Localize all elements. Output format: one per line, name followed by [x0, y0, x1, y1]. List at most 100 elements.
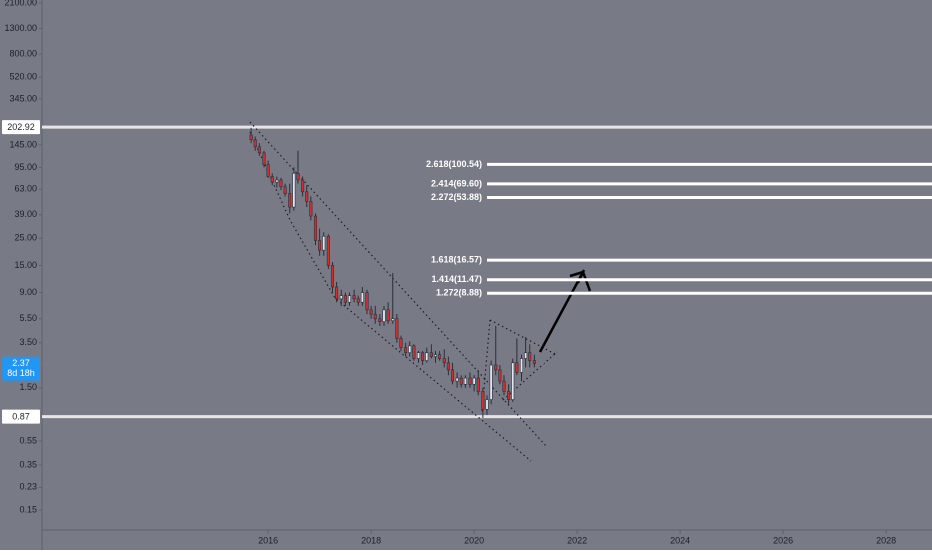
candle-body: [373, 313, 377, 320]
candle-body: [322, 235, 326, 251]
last-price-label: 2.37: [12, 358, 30, 368]
candle-body: [283, 186, 287, 194]
candle-body: [301, 179, 305, 193]
candle-body: [253, 139, 257, 148]
candle-body: [524, 352, 528, 359]
candle-body: [429, 352, 433, 357]
candle-body: [395, 318, 399, 339]
candle-body: [305, 191, 309, 202]
x-tick-label: 2022: [567, 535, 587, 545]
y-tick-label: 0.55: [19, 435, 37, 445]
candle-body: [494, 364, 498, 371]
candle-body: [343, 295, 347, 303]
y-tick-label: 800.00: [9, 49, 37, 59]
y-tick-label: 145.00: [9, 139, 37, 149]
candle-body: [335, 286, 339, 300]
y-tick-label: 0.23: [19, 482, 37, 492]
candle-body: [472, 377, 476, 385]
price-label: 202.92: [7, 122, 35, 132]
candle-body: [498, 369, 502, 382]
candle-body: [442, 358, 446, 364]
y-tick-label: 5.50: [19, 313, 37, 323]
candle-body: [532, 360, 536, 364]
candle-body: [408, 345, 412, 354]
candle-body: [270, 176, 274, 183]
candle-body: [391, 318, 395, 321]
x-tick-label: 2028: [876, 535, 896, 545]
candle-body: [257, 146, 261, 154]
candle-body: [446, 362, 450, 371]
y-tick-label: 2100.00: [4, 0, 37, 7]
candle-body: [519, 358, 524, 373]
candle-body: [313, 215, 318, 241]
y-tick-label: 9.00: [19, 287, 37, 297]
y-tick-label: 345.00: [9, 93, 37, 103]
y-tick-label: 39.00: [14, 209, 37, 219]
countdown: 8d 18h: [7, 368, 35, 378]
candle-body: [266, 164, 270, 177]
candle-body: [481, 391, 485, 410]
fib-label: 2.618(100.54): [426, 159, 482, 169]
y-tick-label: 1300.00: [4, 23, 37, 33]
candle-body: [421, 352, 425, 361]
candle-body: [468, 377, 472, 385]
candle-body: [502, 380, 506, 392]
y-tick-label: 15.00: [14, 260, 37, 270]
candle-body: [515, 362, 519, 373]
candle-body: [356, 298, 360, 303]
y-tick-label: 95.00: [14, 162, 37, 172]
candle-body: [330, 265, 335, 288]
candle-body: [511, 362, 515, 400]
candle-body: [279, 179, 283, 188]
candle-body: [399, 338, 403, 348]
candle-body: [292, 173, 296, 208]
candle-body: [339, 295, 343, 300]
y-tick-label: 1.50: [19, 382, 37, 392]
fib-label: 1.272(8.88): [436, 288, 482, 298]
price-label-box: [2, 409, 40, 424]
price-label-box: [2, 120, 40, 135]
y-tick-label: 25.00: [14, 233, 37, 243]
candle-body: [318, 240, 322, 251]
candle-body: [507, 391, 511, 400]
candle-body: [528, 352, 532, 361]
fib-label: 1.618(16.57): [431, 255, 482, 265]
x-tick-label: 2026: [773, 535, 793, 545]
candle-body: [450, 369, 455, 382]
candle-body: [463, 377, 467, 385]
candle-body: [485, 399, 489, 410]
candle-body: [476, 377, 480, 392]
candle-body: [296, 173, 300, 181]
candle-body: [433, 354, 438, 357]
candle-body: [455, 377, 459, 382]
candle-body: [365, 292, 369, 311]
candle-body: [369, 309, 373, 315]
candle-body: [386, 309, 390, 321]
candle-body: [404, 347, 408, 354]
candle-body: [352, 295, 356, 300]
candle-body: [416, 352, 421, 359]
fib-label: 1.414(11.47): [431, 274, 482, 284]
candle-body: [249, 134, 253, 141]
candle-body: [438, 354, 442, 359]
candle-body: [459, 377, 463, 385]
candle-body: [347, 295, 352, 303]
candle-body: [412, 345, 416, 359]
x-tick-label: 2016: [258, 535, 278, 545]
candle-body: [326, 235, 330, 266]
candle-body: [309, 201, 313, 217]
fib-label: 2.272(53.88): [431, 192, 482, 202]
candle-body: [378, 318, 382, 323]
candle-body: [360, 292, 364, 303]
candle-body: [425, 352, 429, 361]
price-label: 0.87: [12, 412, 30, 422]
x-tick-label: 2020: [464, 535, 484, 545]
candle-body: [382, 309, 386, 323]
candles: [249, 127, 536, 418]
y-tick-label: 3.50: [19, 337, 37, 347]
x-tick-label: 2018: [361, 535, 381, 545]
triangle-line: [502, 351, 558, 401]
